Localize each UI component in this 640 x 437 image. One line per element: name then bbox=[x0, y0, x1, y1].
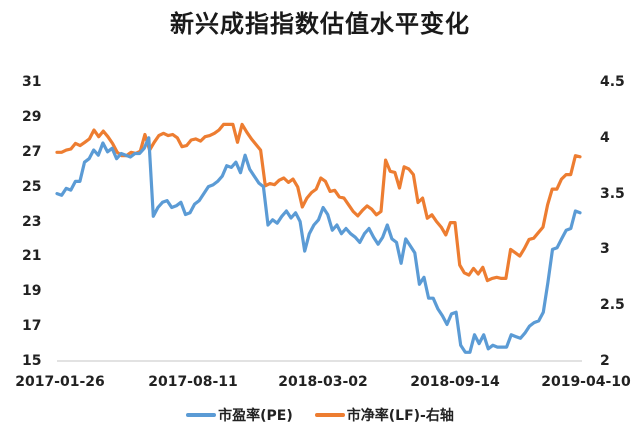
right-y-tick: 2 bbox=[600, 353, 610, 369]
chart-legend: 市盈率(PE) 市净率(LF)-右轴 bbox=[0, 405, 640, 425]
left-y-tick: 17 bbox=[22, 318, 42, 334]
legend-item-pb[interactable]: 市净率(LF)-右轴 bbox=[314, 405, 454, 425]
pb-legend-swatch-icon bbox=[314, 413, 345, 417]
legend-item-pe[interactable]: 市盈率(PE) bbox=[186, 405, 293, 425]
left-y-tick: 19 bbox=[22, 283, 42, 299]
legend-label-pb: 市净率(LF)-右轴 bbox=[346, 408, 454, 424]
chart-title: 新兴成指指数估值水平变化 bbox=[170, 10, 470, 38]
x-tick: 2018-09-14 bbox=[410, 374, 500, 390]
left-y-tick: 15 bbox=[22, 353, 42, 369]
x-tick: 2017-01-26 bbox=[15, 374, 105, 390]
right-y-tick: 4 bbox=[600, 130, 610, 146]
left-y-tick: 21 bbox=[22, 248, 42, 264]
left-y-tick: 23 bbox=[22, 214, 42, 230]
right-y-tick: 3 bbox=[600, 241, 610, 257]
x-tick: 2019-04-10 bbox=[541, 374, 631, 390]
left-y-tick: 31 bbox=[22, 74, 42, 90]
x-tick: 2017-08-11 bbox=[148, 374, 238, 390]
pe-legend-swatch-icon bbox=[186, 413, 217, 417]
right-y-tick: 2.5 bbox=[600, 297, 625, 313]
left-y-tick: 29 bbox=[22, 109, 42, 125]
legend-label-pe: 市盈率(PE) bbox=[218, 408, 293, 424]
left-y-tick: 27 bbox=[22, 144, 42, 160]
right-y-tick: 4.5 bbox=[600, 74, 625, 90]
right-y-tick: 3.5 bbox=[600, 186, 625, 202]
pe-series-line bbox=[55, 136, 582, 354]
left-y-tick: 25 bbox=[22, 179, 42, 195]
x-tick: 2018-03-02 bbox=[278, 374, 368, 390]
pb-series-line bbox=[55, 122, 582, 283]
